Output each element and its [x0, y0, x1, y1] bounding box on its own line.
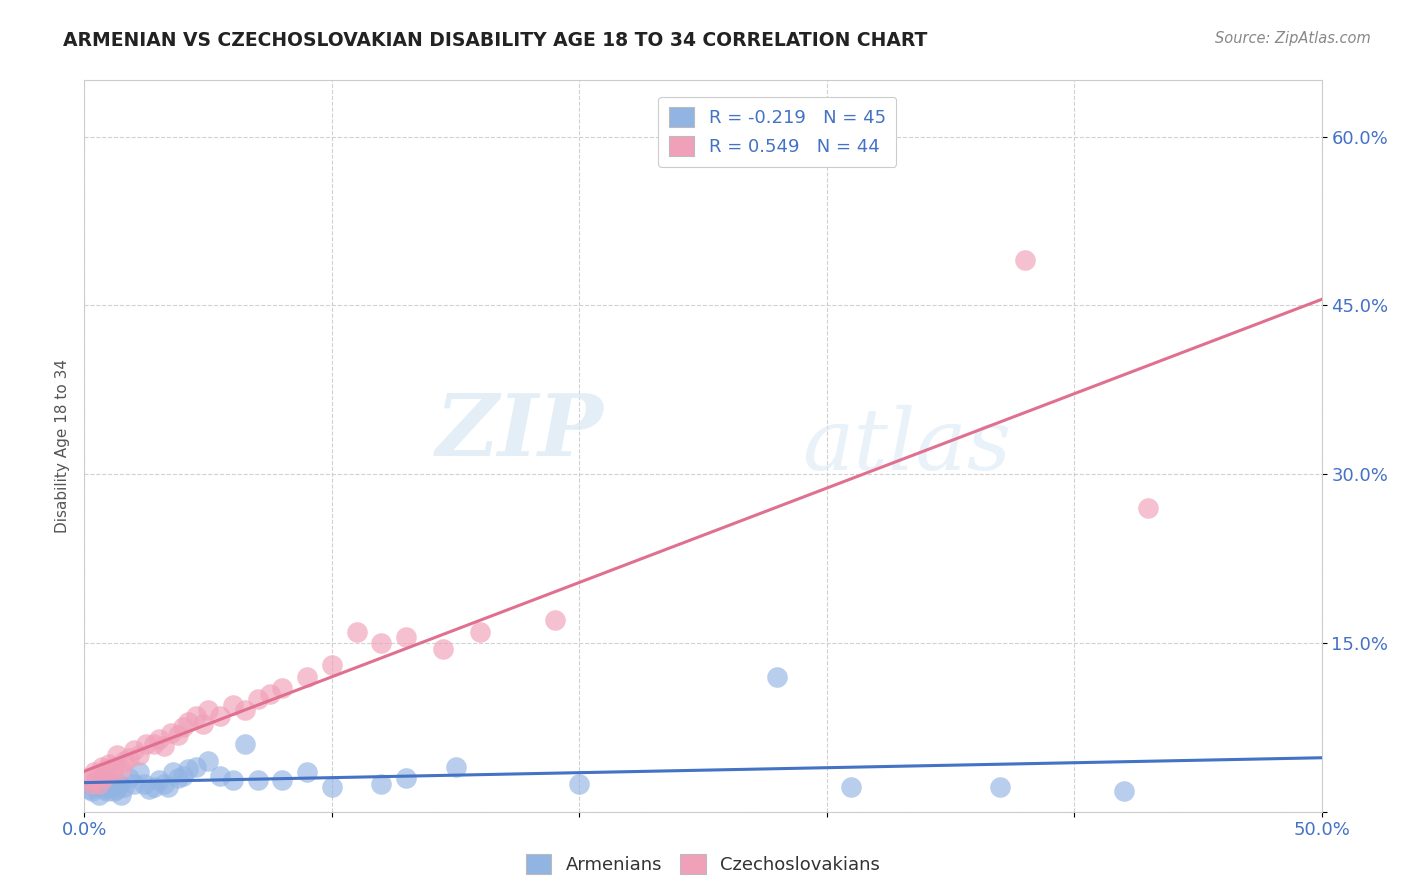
Point [86, 771, 108, 785]
Point [152, 739, 174, 754]
Point [103, 760, 125, 774]
Point [271, 681, 294, 695]
Point [197, 703, 219, 717]
Point [432, 641, 454, 656]
Point [80, 784, 103, 798]
Point [89, 788, 111, 802]
Point [132, 776, 155, 790]
Legend: Armenians, Czechoslovakians: Armenians, Czechoslovakians [519, 847, 887, 881]
Text: atlas: atlas [801, 405, 1011, 487]
Text: ARMENIAN VS CZECHOSLOVAKIAN DISABILITY AGE 18 TO 34 CORRELATION CHART: ARMENIAN VS CZECHOSLOVAKIAN DISABILITY A… [63, 31, 928, 50]
Point [370, 776, 392, 790]
Point [233, 737, 256, 751]
Y-axis label: Disability Age 18 to 34: Disability Age 18 to 34 [55, 359, 70, 533]
Point [122, 743, 145, 757]
Point [162, 765, 184, 780]
Point [321, 658, 343, 673]
Point [191, 717, 214, 731]
Point [118, 750, 141, 764]
Point [112, 780, 135, 794]
Legend: R = -0.219   N = 45, R = 0.549   N = 44: R = -0.219 N = 45, R = 0.549 N = 44 [658, 96, 897, 167]
Point [152, 776, 174, 790]
Point [157, 780, 180, 794]
Point [138, 782, 160, 797]
Point [167, 728, 190, 742]
Point [148, 731, 170, 746]
Point [86, 776, 108, 790]
Point [568, 776, 591, 790]
Point [98, 780, 121, 794]
Text: Source: ZipAtlas.com: Source: ZipAtlas.com [1215, 31, 1371, 46]
Point [83, 780, 105, 794]
Point [105, 748, 128, 763]
Point [209, 709, 232, 723]
Point [96, 762, 118, 776]
Point [142, 737, 165, 751]
Point [271, 773, 294, 788]
Point [118, 771, 141, 785]
Point [112, 754, 135, 768]
Point [172, 720, 194, 734]
Point [128, 765, 150, 780]
Point [160, 726, 183, 740]
Point [470, 624, 492, 639]
Point [543, 614, 565, 628]
Point [988, 780, 1011, 794]
Point [246, 692, 269, 706]
Point [100, 776, 122, 790]
Point [766, 670, 789, 684]
Point [142, 780, 165, 794]
Point [321, 780, 343, 794]
Point [93, 771, 115, 785]
Point [197, 754, 219, 768]
Point [167, 771, 190, 785]
Point [1112, 784, 1135, 798]
Point [105, 782, 128, 797]
Point [110, 762, 132, 776]
Point [233, 703, 256, 717]
Point [80, 776, 103, 790]
Point [346, 624, 368, 639]
Point [444, 760, 467, 774]
Point [177, 762, 200, 776]
Point [93, 782, 115, 797]
Point [172, 769, 194, 783]
Point [89, 776, 111, 790]
Point [395, 630, 418, 644]
Point [90, 771, 112, 785]
Point [96, 784, 118, 798]
Point [184, 760, 207, 774]
Point [135, 737, 157, 751]
Point [100, 765, 122, 780]
Point [90, 760, 112, 774]
Point [370, 636, 392, 650]
Point [177, 714, 200, 729]
Point [295, 765, 318, 780]
Point [295, 670, 318, 684]
Point [122, 776, 145, 790]
Point [79, 773, 101, 788]
Point [395, 771, 418, 785]
Point [79, 782, 101, 797]
Point [83, 765, 105, 780]
Text: ZIP: ZIP [436, 390, 605, 473]
Point [98, 757, 121, 772]
Point [222, 773, 245, 788]
Point [246, 773, 269, 788]
Point [128, 748, 150, 763]
Point [209, 769, 232, 783]
Point [148, 773, 170, 788]
Point [841, 780, 863, 794]
Point [184, 709, 207, 723]
Point [110, 788, 132, 802]
Point [222, 698, 245, 712]
Point [108, 776, 131, 790]
Point [1137, 500, 1160, 515]
Point [1014, 253, 1036, 268]
Point [259, 687, 281, 701]
Point [103, 784, 125, 798]
